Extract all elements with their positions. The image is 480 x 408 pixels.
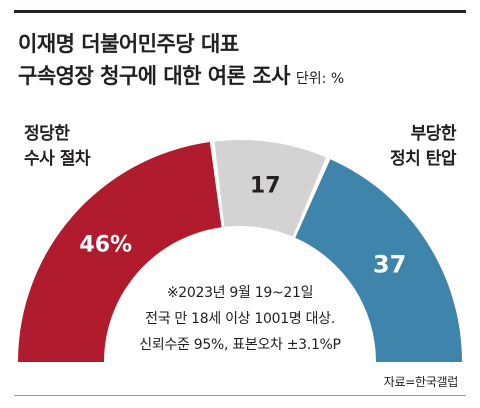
unjust-label: 부당한 정치 탄압	[390, 122, 456, 172]
justified-label: 정당한 수사 절차	[24, 122, 90, 172]
bottom-rule	[14, 395, 466, 396]
segment-undecided	[214, 140, 327, 237]
survey-note-line1: ※2023년 9월 19~21일	[166, 285, 314, 301]
unit-label: 단위: %	[295, 71, 345, 87]
chart-title-line2: 구속영장 청구에 대한 여론 조사 단위: %	[18, 62, 344, 93]
survey-note: ※2023년 9월 19~21일 전국 만 18세 이상 1001명 대상. 신…	[100, 280, 380, 358]
unjust-label-line1: 부당한	[410, 124, 457, 144]
unjust-label-line2: 정치 탄압	[390, 149, 456, 169]
survey-note-line2: 전국 만 18세 이상 1001명 대상.	[145, 311, 335, 327]
label-undecided-value: 17	[250, 174, 281, 199]
survey-note-line3: 신뢰수준 95%, 표본오차 ±3.1%P	[139, 337, 341, 353]
justified-label-line1: 정당한	[24, 124, 70, 144]
justified-label-line2: 수사 절차	[24, 149, 90, 169]
chart-title-line1: 이재명 더불어민주당 대표	[18, 32, 239, 56]
source-credit: 자료=한국갤럽	[383, 375, 459, 389]
top-rule	[14, 10, 466, 13]
segment-unjust	[295, 159, 462, 362]
label-justified-value: 46%	[79, 233, 132, 258]
chart-value-labels: 46% 17 37	[79, 174, 406, 279]
chart-segments	[18, 140, 462, 362]
chart-title-line2-text: 구속영장 청구에 대한 여론 조사	[18, 64, 290, 88]
label-unjust-value: 37	[373, 250, 406, 278]
segment-justified	[18, 142, 222, 362]
